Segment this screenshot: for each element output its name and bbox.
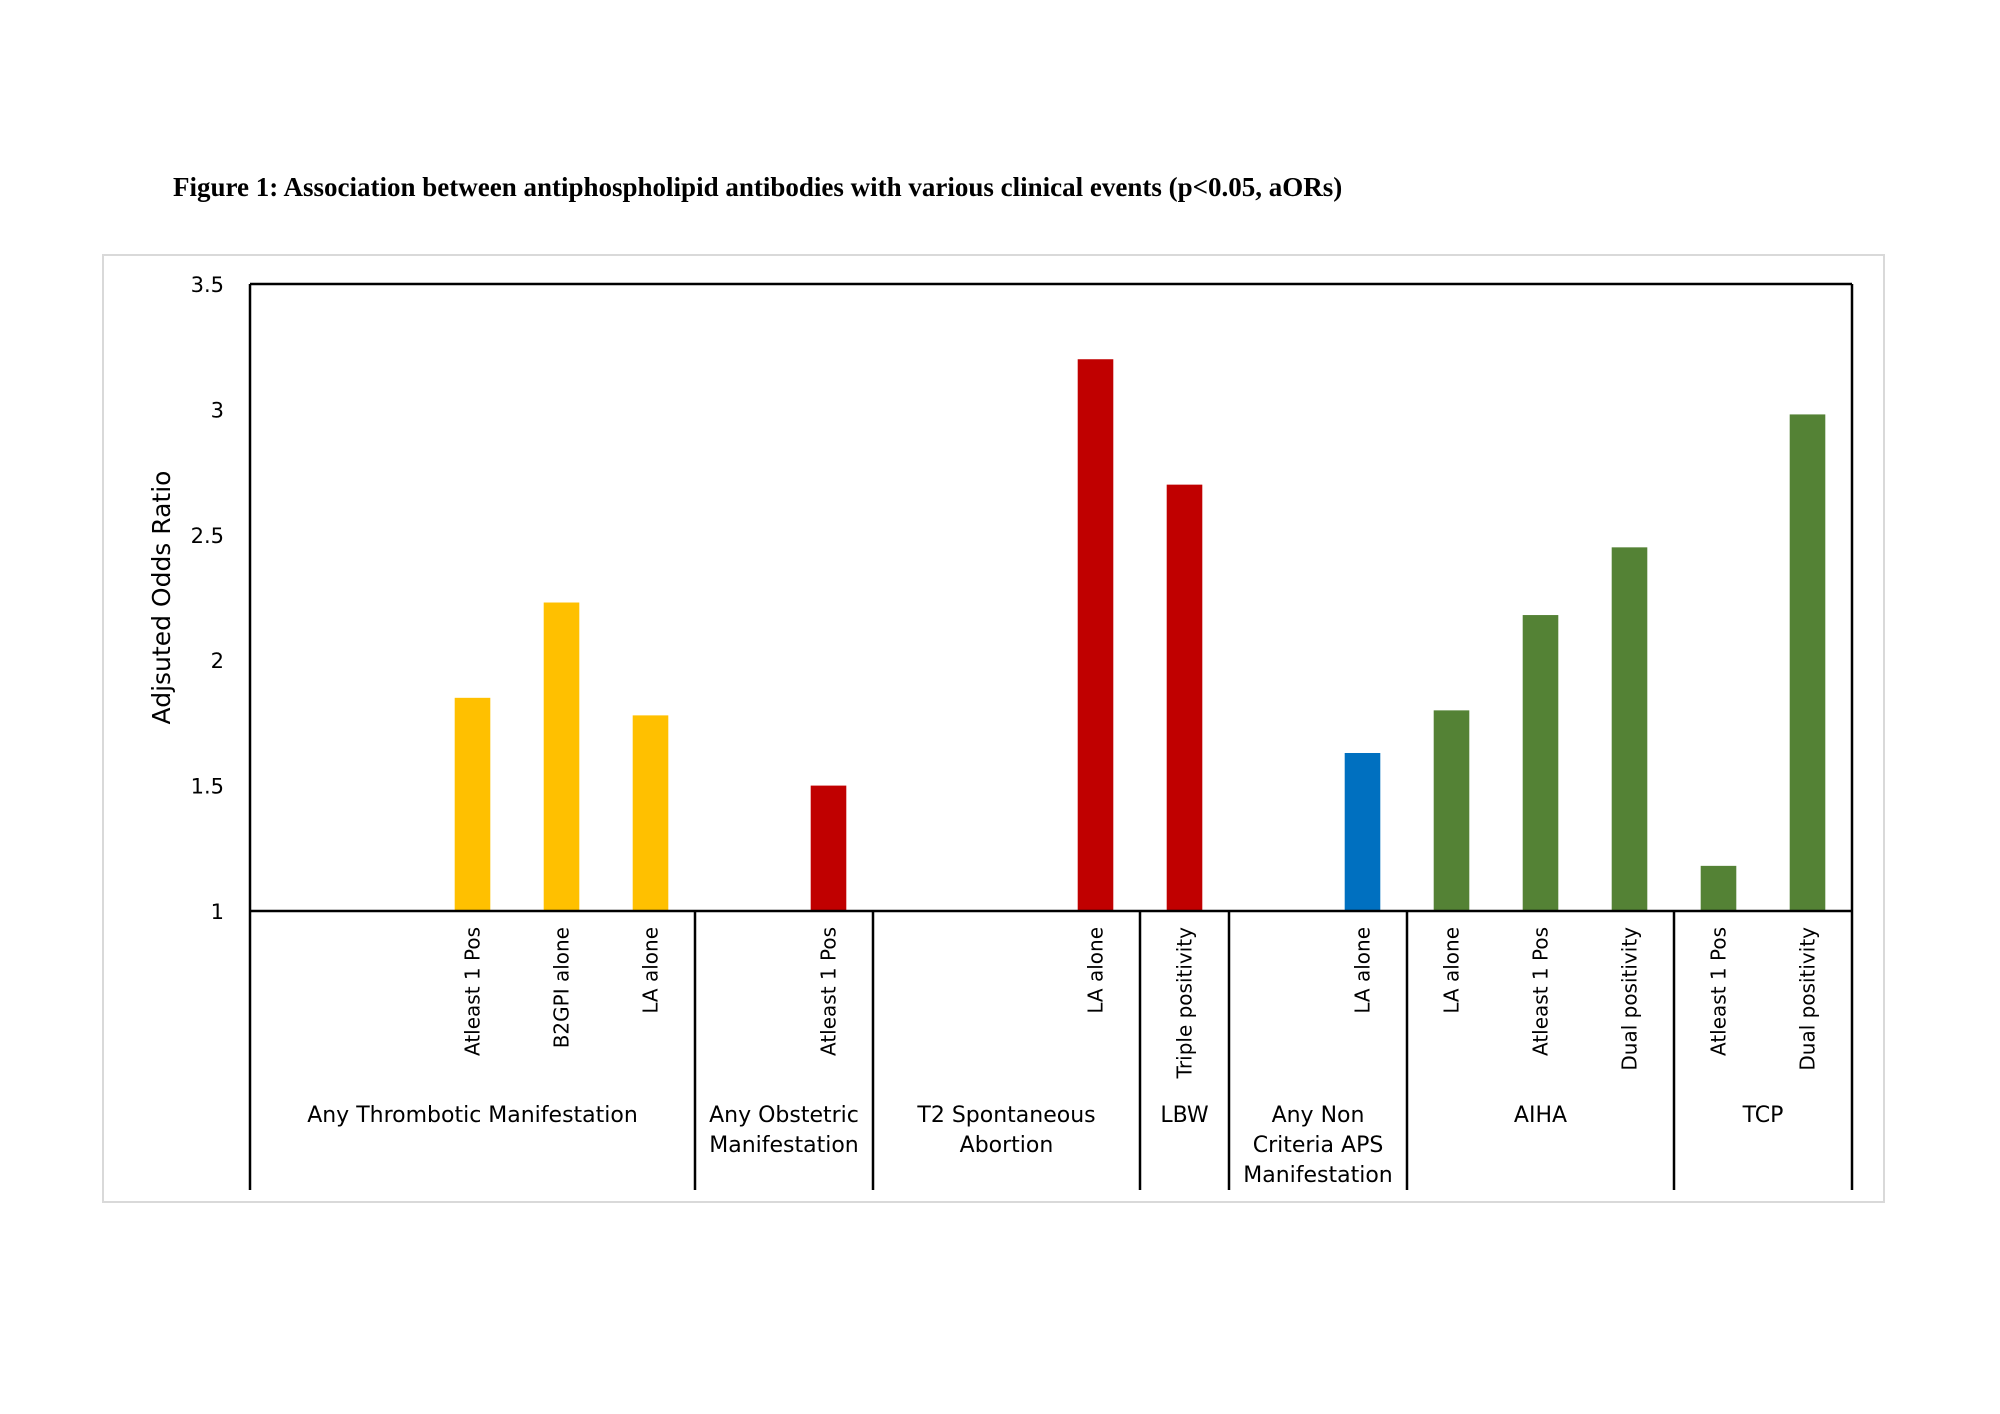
bar: [1166, 484, 1203, 911]
group-label: TCP: [1742, 1103, 1784, 1128]
bar: [1077, 359, 1114, 911]
y-tick-label: 2: [211, 649, 224, 673]
y-tick-label: 3.5: [191, 273, 224, 297]
group-label: Criteria APS: [1253, 1133, 1384, 1158]
y-tick-label: 3: [211, 398, 224, 422]
category-labels: Atleast 1 Pos B2GPI alone LA alone Atleast …: [461, 927, 1820, 1080]
group-label: Manifestation: [709, 1133, 859, 1158]
bar: [1700, 865, 1737, 911]
category-label: Atleast 1 Pos: [817, 927, 841, 1056]
category-label: LA alone: [1351, 927, 1375, 1014]
category-label: Dual positivity: [1618, 927, 1642, 1071]
category-label: LA alone: [1440, 927, 1464, 1014]
category-label: LA alone: [1084, 927, 1108, 1014]
y-axis-label: Adjsuted Odds Ratio: [147, 471, 176, 725]
group-label: Any Obstetric: [709, 1103, 859, 1128]
bar: [1522, 615, 1559, 911]
group-label: LBW: [1160, 1103, 1209, 1128]
bar: [1789, 414, 1826, 911]
bar: [1344, 752, 1381, 911]
group-label: Any Non: [1272, 1103, 1365, 1128]
bar: [1611, 547, 1648, 911]
bar: [543, 602, 580, 911]
y-axis-ticks: 1 1.5 2 2.5 3 3.5: [191, 273, 224, 924]
bars: [454, 359, 1826, 911]
group-label: Any Thrombotic Manifestation: [307, 1103, 638, 1128]
group-label: T2 Spontaneous: [916, 1103, 1095, 1128]
category-label: B2GPI alone: [550, 927, 574, 1048]
group-label: Abortion: [960, 1133, 1054, 1158]
bar: [1433, 710, 1470, 911]
axes: [248, 282, 1854, 1190]
category-label: LA alone: [639, 927, 663, 1014]
bar: [810, 785, 847, 911]
y-tick-label: 1.5: [191, 775, 224, 799]
group-labels: Any Thrombotic Manifestation Any Obstetri…: [307, 1103, 1783, 1188]
chart-frame: [102, 254, 1885, 1203]
y-tick-label: 2.5: [191, 524, 224, 548]
category-label: Dual positivity: [1796, 927, 1820, 1071]
category-label: Atleast 1 Pos: [1529, 927, 1553, 1056]
category-label: Triple positivity: [1173, 927, 1197, 1080]
group-label: Manifestation: [1243, 1163, 1393, 1188]
figure-title: Figure 1: Association between antiphosph…: [173, 172, 1343, 202]
category-label: Atleast 1 Pos: [1707, 927, 1731, 1056]
bar: [632, 715, 669, 911]
bar: [454, 697, 491, 911]
y-tick-label: 1: [211, 900, 224, 924]
category-label: Atleast 1 Pos: [461, 927, 485, 1056]
group-label: AIHA: [1514, 1103, 1567, 1128]
